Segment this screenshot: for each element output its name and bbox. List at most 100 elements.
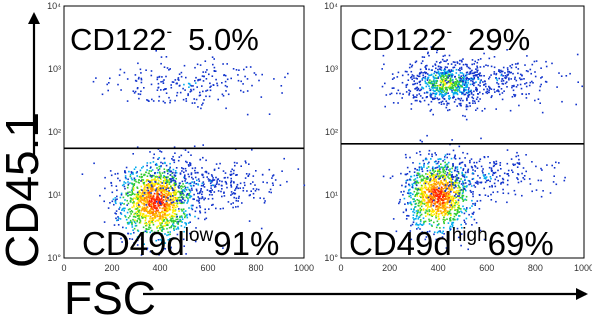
scatter-point xyxy=(171,211,174,214)
scatter-point xyxy=(446,191,449,194)
scatter-point xyxy=(231,168,233,171)
scatter-point xyxy=(485,91,487,94)
scatter-point xyxy=(440,61,442,63)
scatter-point xyxy=(425,186,427,189)
scatter-point xyxy=(189,195,192,197)
scatter-point xyxy=(146,224,148,227)
scatter-point xyxy=(101,93,104,96)
scatter-point xyxy=(473,71,476,74)
y-tick-label: 10⁴ xyxy=(324,1,338,11)
scatter-point xyxy=(433,231,436,233)
scatter-point xyxy=(127,178,129,181)
scatter-point xyxy=(166,202,168,204)
scatter-point xyxy=(144,201,147,204)
scatter-point xyxy=(467,95,469,97)
scatter-point xyxy=(460,75,463,77)
scatter-point xyxy=(141,192,144,194)
scatter-point xyxy=(148,196,151,198)
scatter-point xyxy=(177,222,179,224)
scatter-point xyxy=(225,107,227,110)
scatter-point xyxy=(160,203,162,205)
scatter-point xyxy=(421,56,424,58)
scatter-point xyxy=(488,91,490,94)
scatter-point xyxy=(160,224,162,227)
scatter-point xyxy=(418,166,421,168)
scatter-point xyxy=(151,208,153,210)
scatter-point xyxy=(428,213,431,216)
scatter-point xyxy=(119,202,122,204)
scatter-point xyxy=(158,213,161,215)
scatter-point xyxy=(150,70,153,72)
scatter-point xyxy=(180,208,183,211)
scatter-point xyxy=(143,183,145,186)
scatter-point xyxy=(447,73,450,76)
scatter-point xyxy=(502,192,505,194)
scatter-point xyxy=(137,200,140,202)
scatter-point xyxy=(180,187,183,190)
scatter-point xyxy=(195,227,197,229)
scatter-point xyxy=(422,209,425,211)
scatter-point xyxy=(126,204,128,206)
scatter-point xyxy=(213,191,216,193)
scatter-point xyxy=(460,80,462,83)
scatter-point xyxy=(415,96,418,98)
scatter-point xyxy=(148,186,151,189)
scatter-point xyxy=(149,174,152,176)
scatter-point xyxy=(467,66,470,69)
scatter-point xyxy=(444,184,447,186)
scatter-point xyxy=(133,204,135,206)
scatter-point xyxy=(479,72,481,74)
scatter-point xyxy=(502,83,505,85)
scatter-point xyxy=(179,84,181,87)
scatter-point xyxy=(473,211,475,214)
scatter-point xyxy=(541,76,543,78)
scatter-point xyxy=(202,176,205,179)
scatter-point xyxy=(429,181,432,183)
scatter-point xyxy=(516,151,518,154)
scatter-point xyxy=(433,209,435,212)
scatter-point xyxy=(462,182,465,185)
scatter-point xyxy=(201,167,203,169)
scatter-point xyxy=(166,196,168,199)
scatter-point xyxy=(449,184,451,186)
scatter-point xyxy=(136,175,138,177)
scatter-point xyxy=(165,203,167,206)
scatter-point xyxy=(167,224,169,226)
scatter-point xyxy=(166,169,168,171)
scatter-point xyxy=(187,197,189,199)
scatter-point xyxy=(443,221,445,223)
scatter-point xyxy=(524,83,526,85)
scatter-point xyxy=(436,80,438,82)
scatter-point xyxy=(129,182,131,184)
scatter-point xyxy=(167,209,169,211)
scatter-point xyxy=(408,189,410,191)
scatter-point xyxy=(141,214,144,217)
scatter-point xyxy=(145,180,148,183)
scatter-point xyxy=(477,93,479,95)
scatter-point xyxy=(150,205,152,208)
scatter-point xyxy=(490,74,492,76)
scatter-point xyxy=(143,210,146,212)
scatter-point xyxy=(436,49,439,51)
scatter-point xyxy=(184,149,187,151)
scatter-point xyxy=(422,187,424,190)
scatter-point xyxy=(553,167,556,169)
scatter-point xyxy=(506,49,508,51)
scatter-point xyxy=(518,158,520,161)
scatter-point xyxy=(132,187,135,189)
scatter-point xyxy=(461,195,463,198)
scatter-point xyxy=(110,184,113,187)
scatter-point xyxy=(213,66,216,69)
scatter-point xyxy=(415,183,417,185)
scatter-point xyxy=(450,204,453,206)
scatter-point xyxy=(160,181,163,184)
scatter-point xyxy=(235,199,238,202)
scatter-point xyxy=(439,75,442,77)
scatter-point xyxy=(173,176,175,179)
scatter-point xyxy=(154,172,156,175)
scatter-point xyxy=(407,215,410,217)
scatter-point xyxy=(143,222,146,225)
scatter-point xyxy=(434,90,436,92)
scatter-point xyxy=(493,162,495,164)
scatter-point xyxy=(185,195,188,197)
